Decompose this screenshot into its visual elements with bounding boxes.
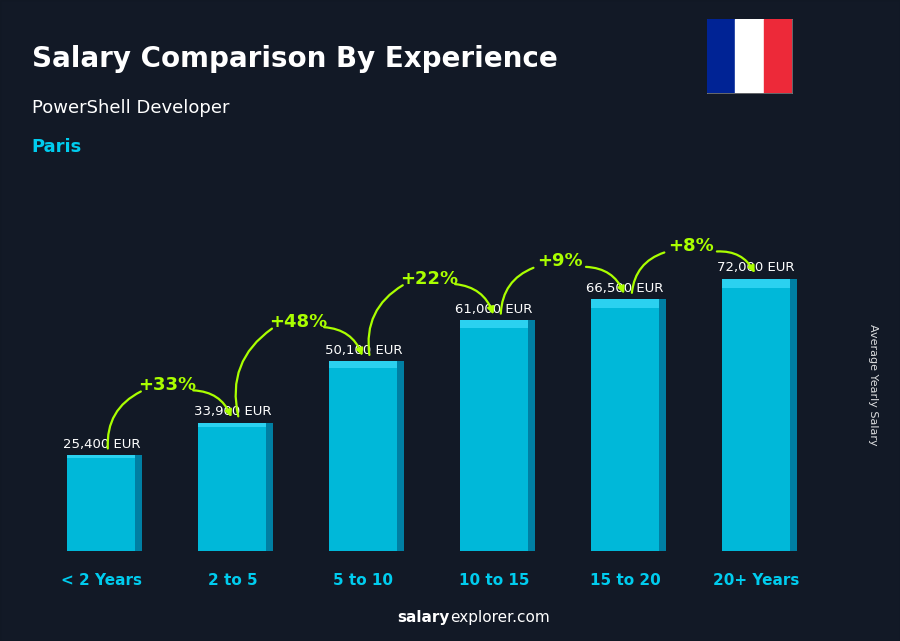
Bar: [136, 455, 142, 551]
Bar: [790, 279, 796, 551]
Text: 50,100 EUR: 50,100 EUR: [325, 344, 402, 357]
Bar: [198, 423, 266, 428]
Text: 25,400 EUR: 25,400 EUR: [63, 438, 140, 451]
Bar: [329, 362, 397, 368]
Text: explorer.com: explorer.com: [450, 610, 550, 625]
Bar: [266, 423, 274, 551]
Bar: [659, 299, 666, 551]
Bar: [68, 455, 136, 551]
Text: +9%: +9%: [536, 253, 582, 271]
Text: 5 to 10: 5 to 10: [333, 573, 393, 588]
Text: +8%: +8%: [668, 237, 714, 255]
Bar: [198, 423, 266, 551]
Bar: [722, 279, 790, 551]
Bar: [528, 320, 535, 551]
Text: PowerShell Developer: PowerShell Developer: [32, 99, 229, 117]
Text: +22%: +22%: [400, 270, 458, 288]
Bar: [722, 279, 790, 288]
Text: Average Yearly Salary: Average Yearly Salary: [868, 324, 878, 445]
Text: Paris: Paris: [32, 138, 82, 156]
Bar: [460, 320, 528, 551]
Text: < 2 Years: < 2 Years: [61, 573, 142, 588]
Bar: [706, 19, 735, 93]
Bar: [68, 455, 136, 458]
Text: 15 to 20: 15 to 20: [590, 573, 661, 588]
Text: 2 to 5: 2 to 5: [208, 573, 257, 588]
Text: 61,000 EUR: 61,000 EUR: [455, 303, 533, 315]
Bar: [591, 299, 659, 551]
Bar: [591, 299, 659, 308]
Text: 33,900 EUR: 33,900 EUR: [194, 405, 271, 419]
Bar: [460, 320, 528, 328]
Bar: [329, 362, 397, 551]
Bar: [763, 19, 792, 93]
Text: salary: salary: [398, 610, 450, 625]
Text: 10 to 15: 10 to 15: [459, 573, 529, 588]
Text: +48%: +48%: [269, 313, 327, 331]
Bar: [735, 19, 763, 93]
Text: 20+ Years: 20+ Years: [713, 573, 799, 588]
Text: Salary Comparison By Experience: Salary Comparison By Experience: [32, 45, 557, 73]
Bar: [397, 362, 404, 551]
Text: 66,500 EUR: 66,500 EUR: [587, 282, 664, 295]
Text: 72,000 EUR: 72,000 EUR: [717, 261, 795, 274]
Text: +33%: +33%: [138, 376, 196, 394]
